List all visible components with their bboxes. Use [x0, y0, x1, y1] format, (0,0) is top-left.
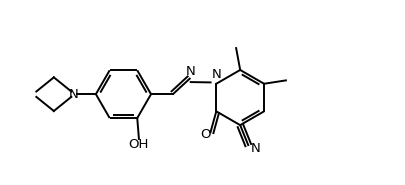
Text: N: N	[251, 142, 261, 155]
Text: OH: OH	[129, 139, 149, 152]
Text: N: N	[69, 88, 79, 101]
Text: O: O	[200, 128, 211, 141]
Text: N: N	[186, 65, 196, 78]
Text: N: N	[211, 68, 221, 81]
